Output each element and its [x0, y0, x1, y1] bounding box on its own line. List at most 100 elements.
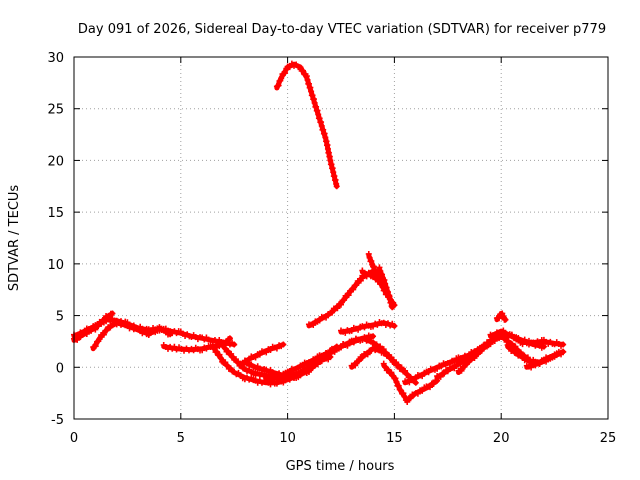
- series-track-25: [523, 348, 567, 371]
- data-point: [370, 263, 377, 270]
- y-tick-label: 30: [47, 51, 64, 66]
- data-point: [350, 286, 357, 293]
- data-point: [392, 375, 399, 382]
- data-point: [364, 351, 371, 358]
- series-track-14: [376, 264, 396, 311]
- data-point: [359, 354, 366, 361]
- series-track-23: [493, 310, 509, 323]
- data-point: [286, 64, 293, 71]
- data-point: [333, 183, 340, 190]
- data-point: [275, 82, 282, 89]
- data-point: [385, 366, 392, 373]
- data-point: [345, 292, 352, 299]
- data-point: [400, 390, 407, 397]
- data-point: [499, 310, 506, 317]
- data-point: [348, 327, 355, 334]
- series-track-17: [348, 344, 419, 386]
- y-tick-label: 25: [47, 103, 64, 118]
- data-point: [246, 356, 253, 363]
- data-point: [441, 370, 448, 377]
- data-point: [437, 373, 444, 380]
- series-track-3: [90, 319, 174, 352]
- data-point: [77, 334, 84, 341]
- data-point: [96, 336, 103, 343]
- data-point: [211, 345, 218, 352]
- data-point: [471, 355, 478, 362]
- data-point: [223, 340, 230, 347]
- data-point: [103, 327, 110, 334]
- series-track-7: [241, 353, 334, 381]
- data-point: [232, 356, 239, 363]
- data-point: [451, 365, 458, 372]
- x-axis-ticks: 0 5 10 15 20 25: [70, 57, 616, 446]
- data-point: [334, 305, 341, 312]
- x-tick-label: 5: [177, 431, 185, 446]
- data-point: [286, 374, 293, 381]
- data-point: [458, 367, 465, 374]
- data-point: [430, 380, 437, 387]
- data-point: [320, 353, 327, 360]
- data-point: [213, 348, 220, 355]
- y-tick-label: 15: [47, 206, 64, 221]
- data-point: [478, 347, 485, 354]
- data-point: [341, 297, 348, 304]
- series-track-10: [273, 60, 340, 190]
- data-point: [512, 343, 519, 350]
- data-point: [167, 331, 174, 338]
- x-axis-label: GPS time / hours: [286, 459, 395, 474]
- data-point: [382, 349, 389, 356]
- data-point: [329, 309, 336, 316]
- data-point: [323, 314, 330, 321]
- series-track-2: [71, 310, 116, 343]
- data-point: [560, 348, 567, 355]
- data-point: [217, 355, 224, 362]
- x-tick-label: 20: [493, 431, 510, 446]
- data-point: [491, 332, 498, 339]
- x-tick-label: 15: [386, 431, 403, 446]
- data-point: [500, 313, 507, 320]
- data-point: [496, 315, 503, 322]
- chart-title: Day 091 of 2026, Sidereal Day-to-day VTE…: [78, 22, 606, 37]
- data-point: [338, 301, 344, 308]
- y-tick-label: 20: [47, 154, 64, 169]
- data-point: [297, 64, 304, 71]
- data-point: [252, 354, 259, 361]
- data-point: [513, 348, 520, 355]
- data-point: [412, 375, 419, 382]
- data-point: [389, 304, 396, 311]
- data-point: [220, 342, 227, 348]
- data-point: [377, 268, 384, 275]
- data-point: [444, 368, 451, 375]
- data-point: [295, 365, 302, 372]
- data-point: [368, 257, 375, 264]
- y-tick-label: -5: [51, 413, 64, 428]
- data-point: [291, 372, 298, 379]
- data-point: [532, 362, 539, 369]
- data-point: [401, 393, 408, 400]
- data-point: [403, 371, 410, 378]
- data-point: [483, 343, 490, 350]
- data-point: [560, 341, 567, 348]
- x-tick-label: 10: [279, 431, 296, 446]
- data-point: [282, 70, 289, 77]
- data-point: [414, 390, 421, 397]
- data-point: [404, 398, 411, 405]
- data-point: [100, 331, 107, 338]
- data-point: [536, 360, 543, 367]
- data-point: [299, 363, 306, 370]
- series-track-8: [237, 341, 287, 368]
- data-point: [312, 356, 319, 363]
- data-point: [280, 373, 287, 380]
- data-point: [350, 338, 357, 345]
- data-point: [461, 363, 468, 370]
- data-point: [406, 379, 413, 386]
- data-point: [83, 330, 90, 337]
- data-point: [109, 310, 116, 317]
- data-point: [227, 365, 234, 372]
- data-point: [379, 271, 386, 278]
- data-point: [466, 358, 473, 365]
- data-point: [508, 340, 515, 347]
- data-point: [216, 351, 223, 358]
- data-point: [278, 75, 285, 82]
